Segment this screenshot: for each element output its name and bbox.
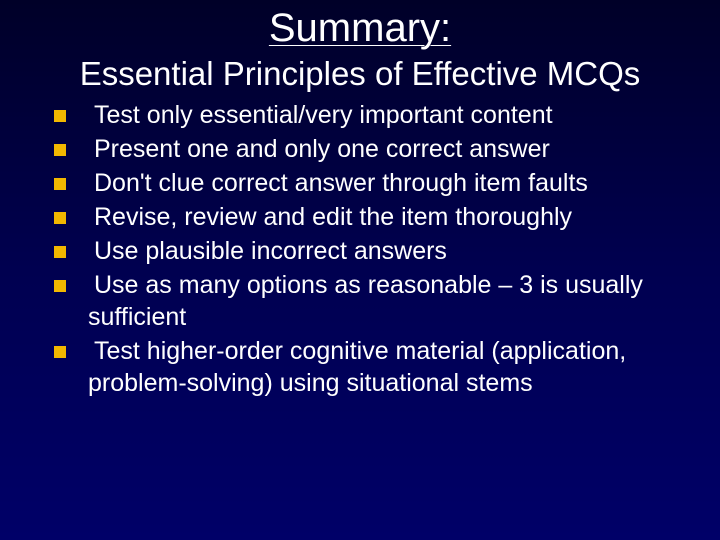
- slide: Summary: Essential Principles of Effecti…: [0, 0, 720, 540]
- square-bullet-icon: [54, 246, 66, 258]
- list-item-text: Use plausible incorrect answers: [88, 235, 447, 267]
- square-bullet-icon: [54, 346, 66, 358]
- list-item-text: Use as many options as reasonable – 3 is…: [88, 269, 680, 333]
- list-item-text: Don't clue correct answer through item f…: [88, 167, 588, 199]
- list-item: Use plausible incorrect answers: [54, 235, 680, 267]
- slide-title: Summary:: [0, 0, 720, 51]
- list-item-text: Test only essential/very important conte…: [88, 99, 553, 131]
- list-item: Use as many options as reasonable – 3 is…: [54, 269, 680, 333]
- square-bullet-icon: [54, 144, 66, 156]
- square-bullet-icon: [54, 212, 66, 224]
- list-item: Don't clue correct answer through item f…: [54, 167, 680, 199]
- list-item-text: Present one and only one correct answer: [88, 133, 550, 165]
- slide-body: Test only essential/very important conte…: [0, 93, 720, 399]
- list-item: Test higher-order cognitive material (ap…: [54, 335, 680, 399]
- square-bullet-icon: [54, 178, 66, 190]
- list-item-text: Revise, review and edit the item thoroug…: [88, 201, 572, 233]
- list-item: Present one and only one correct answer: [54, 133, 680, 165]
- slide-subtitle: Essential Principles of Effective MCQs: [0, 55, 720, 93]
- square-bullet-icon: [54, 110, 66, 122]
- square-bullet-icon: [54, 280, 66, 292]
- list-item-text: Test higher-order cognitive material (ap…: [88, 335, 680, 399]
- list-item: Test only essential/very important conte…: [54, 99, 680, 131]
- list-item: Revise, review and edit the item thoroug…: [54, 201, 680, 233]
